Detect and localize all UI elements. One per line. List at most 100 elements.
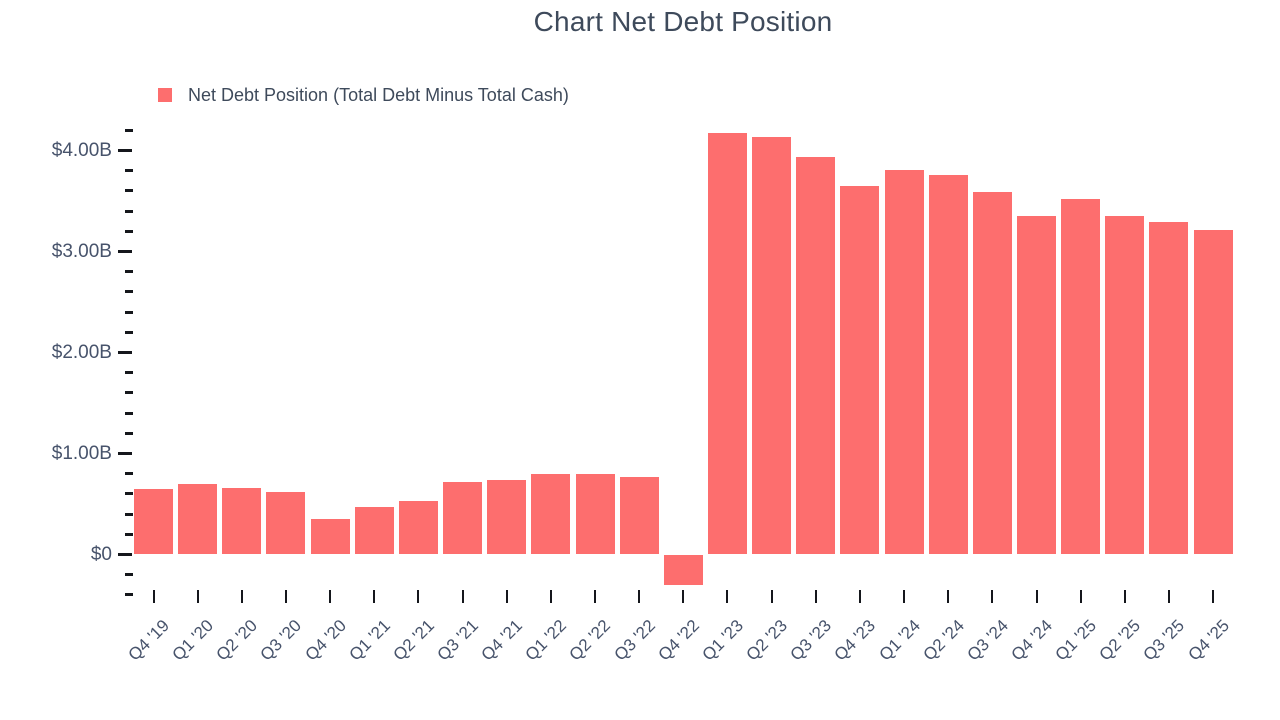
bar-q2-22[interactable] [575,473,615,555]
x-axis-label: Q1 '22 [521,616,571,665]
x-axis-label: Q2 '20 [212,616,262,665]
y-axis-minor-tick [125,411,133,415]
bar-q3-20[interactable] [266,491,306,555]
y-axis-minor-tick [125,169,133,173]
y-axis-minor-tick [125,431,133,435]
y-axis-label: $0 [90,543,112,565]
x-axis-tick [417,590,420,603]
bar-q4-19[interactable] [134,488,173,555]
x-axis-label: Q3 '22 [610,616,659,665]
x-axis-tick [1035,590,1038,603]
legend: Net Debt Position (Total Debt Minus Tota… [158,84,569,106]
bar-q4-21[interactable] [487,479,527,555]
x-axis-label: Q1 '24 [875,616,924,665]
x-axis-tick [152,590,155,603]
x-axis-tick [682,590,685,603]
bar-q4-22[interactable] [663,555,703,586]
x-axis-tick [726,590,729,603]
bar-q1-24[interactable] [884,169,924,555]
bar-q2-20[interactable] [222,487,262,555]
bar-q2-23[interactable] [752,137,792,555]
x-axis-tick [1167,590,1170,603]
y-axis-minor-tick [125,573,133,577]
bar-q4-23[interactable] [840,185,880,555]
y-axis-label: $2.00B [51,341,112,363]
y-axis-minor-tick [125,532,133,536]
y-axis-major-tick [118,149,132,152]
y-axis-minor-tick [125,128,133,132]
x-axis-tick [947,590,950,603]
x-axis-tick [594,590,596,603]
y-axis-minor-tick [125,512,133,516]
x-axis-label: Q3 '23 [786,616,836,665]
y-axis-minor-tick [125,290,133,294]
y-axis-major-tick [118,553,132,556]
bar-q3-21[interactable] [443,481,483,555]
x-axis-tick [770,590,773,603]
x-axis-label: Q2 '25 [1095,616,1145,665]
bar-q3-24[interactable] [972,191,1012,555]
x-axis-label: Q3 '21 [433,616,482,665]
y-axis-minor-tick [125,330,133,334]
x-axis-label: Q2 '22 [565,616,615,665]
x-axis-tick [373,590,376,603]
y-axis-major-tick [118,452,132,455]
bar-q4-24[interactable] [1017,216,1056,555]
chart-title: Chart Net Debt Position [533,6,833,37]
y-axis-minor-tick [125,593,133,597]
x-axis-label: Q1 '21 [345,616,394,665]
bar-q1-21[interactable] [354,507,394,555]
y-axis-minor-tick [125,189,133,193]
bar-q1-25[interactable] [1061,198,1101,555]
bar-q1-23[interactable] [707,133,747,555]
x-axis-label: Q4 '20 [301,616,350,665]
x-axis-label: Q3 '24 [963,616,1012,665]
y-axis-label: $3.00B [51,240,112,262]
y-axis-label: $1.00B [51,442,112,464]
bar-q3-22[interactable] [619,476,659,555]
x-axis-tick [903,590,906,603]
x-axis-label: Q4 '25 [1184,616,1233,665]
x-axis-label: Q4 '21 [477,616,527,665]
y-axis-minor-tick [125,229,133,233]
x-axis-label: Q3 '25 [1139,616,1189,665]
x-axis-label: Q3 '20 [256,616,306,665]
x-axis-tick [638,590,641,603]
x-axis-tick [814,590,817,603]
bar-q3-23[interactable] [796,156,836,555]
x-axis-label: Q1 '20 [168,616,218,665]
y-axis-major-tick [118,250,132,253]
x-axis-label: Q1 '25 [1051,616,1101,665]
bar-q1-20[interactable] [178,483,218,555]
y-axis-minor-tick [125,209,133,213]
bar-q1-22[interactable] [531,473,571,555]
bar-q3-25[interactable] [1149,222,1189,555]
x-axis-label: Q2 '24 [919,616,968,665]
x-axis-tick [240,590,243,603]
y-axis-minor-tick [125,371,133,375]
x-axis-tick [1123,590,1126,603]
bar-q4-20[interactable] [310,519,350,555]
legend-label: Net Debt Position (Total Debt Minus Tota… [188,84,569,105]
y-axis-label: $4.00B [51,139,112,161]
y-axis-major-tick [118,351,132,354]
x-axis-label: Q4 '23 [830,616,880,665]
x-axis-tick [284,590,287,603]
x-axis-label: Q2 '23 [742,616,792,665]
x-axis-tick [858,590,861,603]
legend-swatch-icon [158,88,172,102]
x-axis-label: Q1 '23 [698,616,747,665]
x-axis-tick [196,590,199,603]
bar-q2-21[interactable] [398,500,438,555]
x-axis-tick [505,590,508,603]
y-axis-minor-tick [125,270,133,274]
bar-q2-24[interactable] [928,174,968,555]
bar-q4-25[interactable] [1193,230,1233,555]
x-axis-label: Q2 '21 [389,616,438,665]
x-axis-tick [1079,590,1082,603]
bar-q2-25[interactable] [1105,216,1145,555]
x-axis-label: Q4 '19 [124,616,173,665]
y-axis-minor-tick [125,492,133,496]
x-axis-tick [549,590,552,603]
